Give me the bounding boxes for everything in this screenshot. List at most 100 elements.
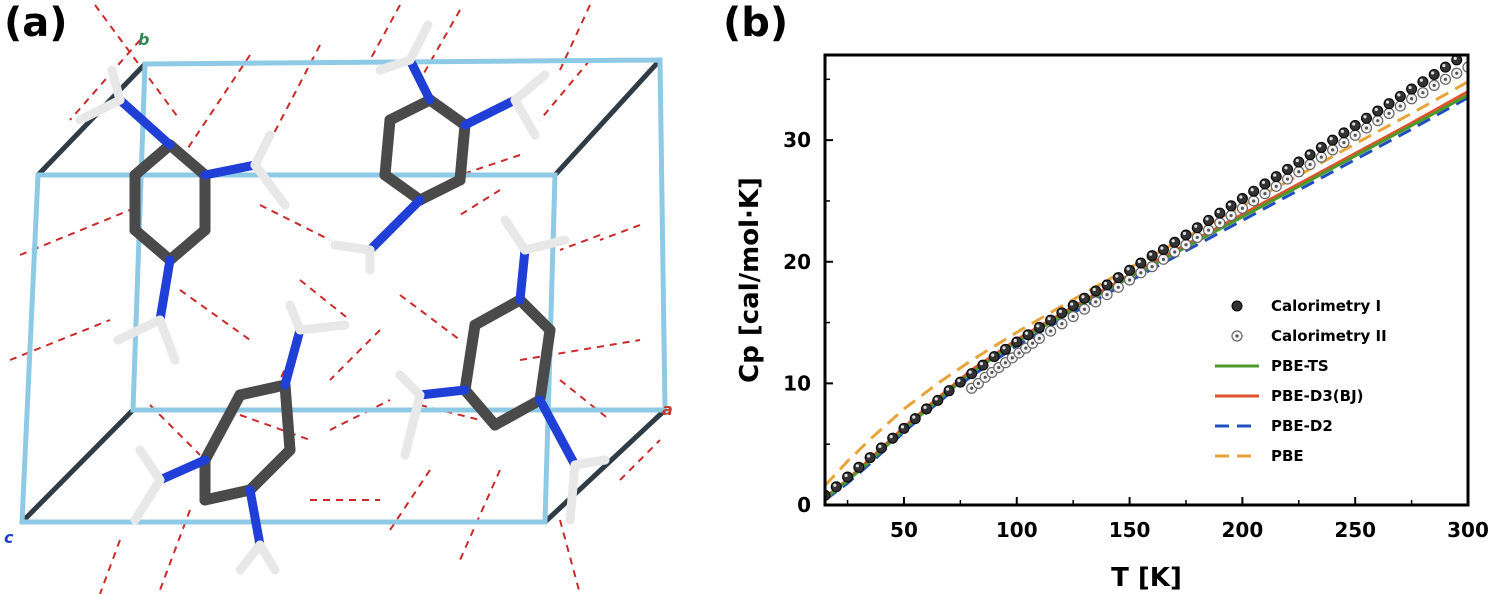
data-point-highlight — [1273, 173, 1277, 177]
data-point — [1360, 112, 1372, 124]
data-point-highlight — [1250, 188, 1254, 192]
data-point — [1406, 83, 1418, 95]
data-point-highlight — [1419, 78, 1423, 82]
data-point-center — [1195, 235, 1199, 240]
data-point-highlight — [1036, 324, 1040, 328]
data-point — [999, 343, 1011, 355]
data-point — [1191, 222, 1203, 234]
melamine-molecule-bottom-right — [395, 215, 610, 525]
data-point-center — [1421, 91, 1425, 95]
x-tick-label: 250 — [1334, 518, 1376, 542]
data-point-highlight — [889, 435, 893, 439]
data-point-highlight — [1261, 180, 1266, 185]
legend: Calorimetry I Calorimetry II PBE-TS PBE-D3(… — [1215, 297, 1387, 465]
data-point — [887, 432, 899, 444]
data-point — [1169, 236, 1181, 248]
data-point-center — [990, 370, 994, 375]
data-point-highlight — [1024, 331, 1029, 335]
data-point-highlight — [1306, 151, 1311, 155]
data-point-center — [997, 365, 1001, 370]
data-point-center — [1455, 71, 1459, 75]
data-point-highlight — [1295, 158, 1299, 163]
data-point-highlight — [1092, 287, 1096, 292]
data-point — [1022, 329, 1034, 341]
data-point-highlight — [1431, 71, 1435, 75]
legend-marker — [1231, 300, 1243, 312]
x-axis-title: T [K] — [1111, 563, 1182, 593]
data-point-highlight — [1115, 274, 1119, 278]
data-point — [988, 351, 1000, 363]
data-point — [1056, 307, 1068, 319]
data-point-highlight — [912, 415, 916, 419]
data-point-center — [1139, 271, 1143, 275]
data-point-center — [1331, 148, 1335, 152]
data-point — [1394, 90, 1406, 102]
melamine-molecule-bottom-left — [130, 300, 350, 575]
x-tick-label: 200 — [1222, 518, 1264, 542]
data-point-center — [1060, 322, 1064, 326]
data-point — [1304, 149, 1316, 161]
data-point-center — [1342, 140, 1346, 145]
cell-axis-c-label: c — [4, 528, 14, 547]
data-point — [1327, 134, 1339, 146]
data-point-center — [1387, 111, 1391, 115]
y-tick-label: 0 — [797, 493, 811, 517]
data-point — [1214, 207, 1226, 219]
data-point — [842, 471, 854, 483]
x-tick-label: 50 — [890, 518, 918, 542]
series-calorimetry-i — [825, 55, 1463, 501]
data-point-center — [1274, 184, 1278, 188]
data-point-highlight — [957, 379, 961, 383]
data-point-highlight — [1374, 107, 1378, 112]
data-point-highlight — [900, 425, 905, 429]
data-point — [1428, 68, 1440, 80]
series-calorimetry-ii — [966, 61, 1468, 394]
data-point-highlight — [1453, 56, 1457, 60]
data-point — [1293, 156, 1305, 168]
data-point-highlight — [1228, 202, 1232, 206]
data-point — [853, 461, 865, 473]
data-point-highlight — [833, 483, 837, 487]
data-point-highlight — [934, 397, 938, 401]
data-point — [898, 422, 910, 434]
legend-entry-label: PBE-D3(BJ) — [1271, 387, 1364, 405]
data-point-center — [1105, 292, 1109, 297]
series-layer — [825, 55, 1468, 502]
data-point — [1349, 120, 1361, 132]
y-tick-label: 20 — [783, 250, 811, 274]
y-tick-label: 30 — [783, 128, 811, 152]
data-point-center — [1037, 336, 1041, 340]
data-point-center — [1082, 307, 1087, 311]
data-point-center — [1071, 314, 1075, 319]
legend-entry-label: PBE — [1271, 447, 1304, 465]
data-point-center — [976, 381, 981, 385]
data-point-center — [1184, 243, 1188, 247]
data-point-center — [1049, 329, 1053, 333]
y-tick-label: 10 — [783, 371, 811, 395]
data-point-highlight — [1442, 64, 1446, 68]
data-point — [1180, 229, 1192, 241]
heat-capacity-chart: 50 100 150 200 250 300 0 10 20 30 T [K] Cp [cal/m… — [735, 53, 1489, 593]
data-point — [1124, 264, 1136, 276]
data-point — [1315, 141, 1327, 153]
data-point-center — [1003, 361, 1008, 365]
x-tick-label: 100 — [996, 518, 1038, 542]
data-point-center — [1218, 221, 1222, 225]
data-point-highlight — [1013, 338, 1017, 343]
legend-entry-label: Calorimetry I — [1271, 297, 1381, 315]
data-point-highlight — [1171, 239, 1175, 243]
data-point — [1372, 105, 1384, 117]
data-point — [921, 403, 933, 415]
data-point-highlight — [844, 473, 848, 478]
data-point-center — [1116, 285, 1120, 289]
data-point — [1236, 193, 1248, 205]
data-point-center — [1443, 77, 1448, 81]
data-point-highlight — [1160, 246, 1164, 250]
data-point-center — [1161, 257, 1166, 261]
data-point-center — [1094, 300, 1098, 304]
data-point-center — [1308, 162, 1312, 167]
data-point — [1067, 300, 1079, 312]
data-point-center — [1432, 83, 1436, 88]
data-point — [977, 359, 989, 371]
data-point-center — [1353, 133, 1357, 137]
